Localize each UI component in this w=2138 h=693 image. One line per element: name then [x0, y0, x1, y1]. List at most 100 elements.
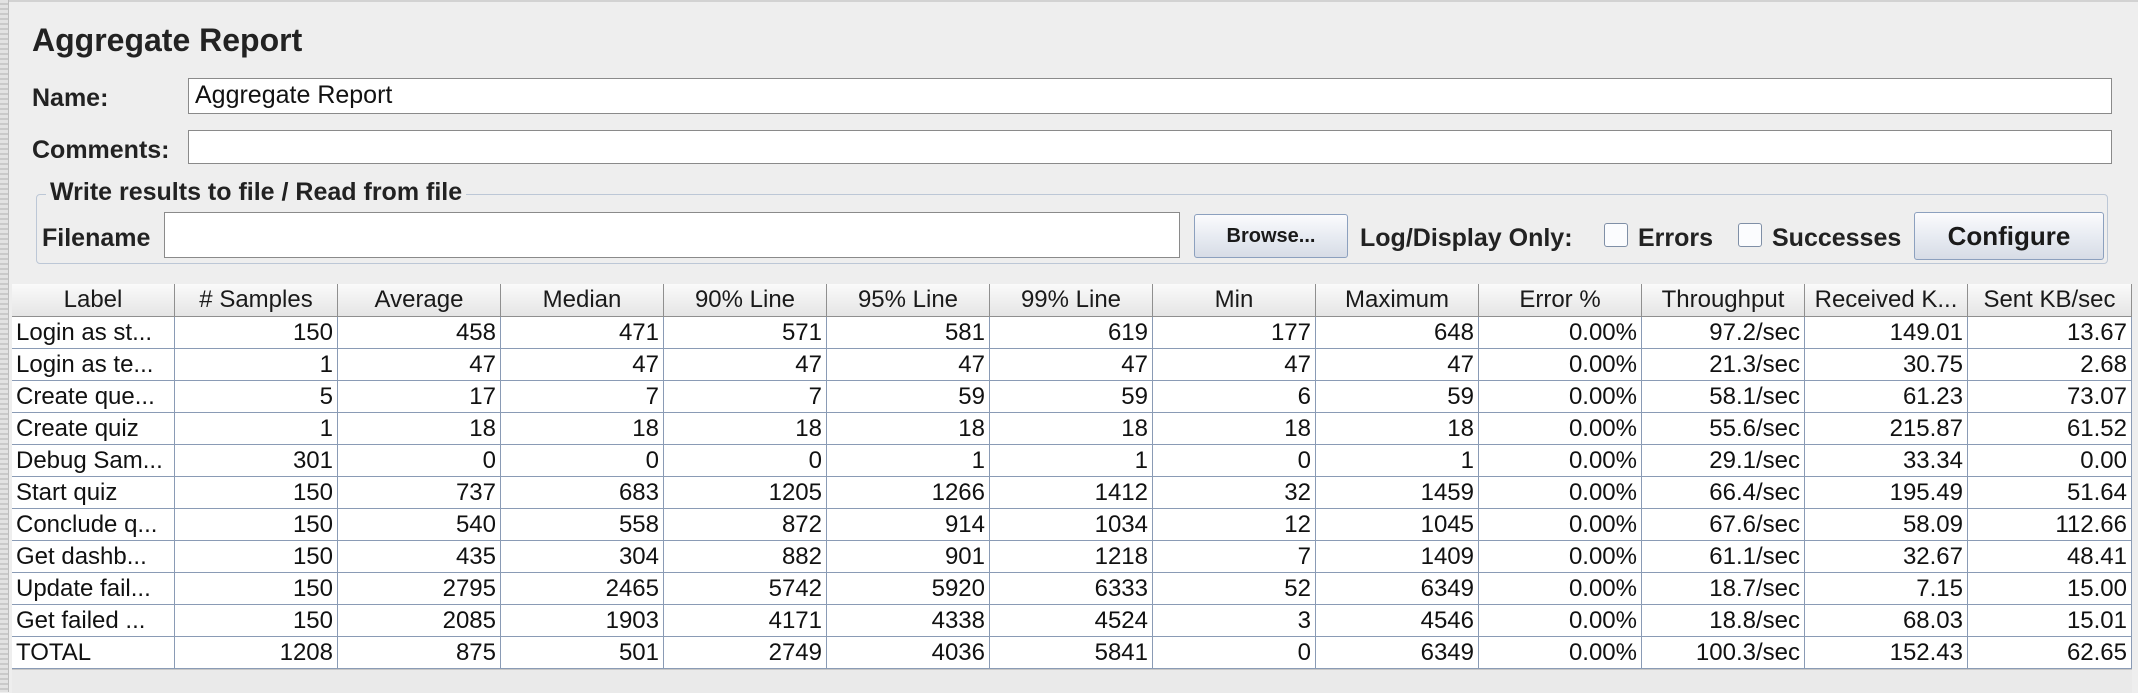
- table-row[interactable]: TOTAL 1208 875 501 2749 4036 5841 0 6349 0.00% 100…: [12, 637, 2132, 669]
- comments-field[interactable]: [188, 130, 2112, 164]
- filename-field[interactable]: [164, 212, 1180, 258]
- table-cell: 150: [175, 317, 338, 349]
- table-cell: 1459: [1316, 477, 1479, 509]
- table-cell: 18: [827, 413, 990, 445]
- table-row[interactable]: Start quiz 150 737 683 1205 1266 1412 32 1459 0.0…: [12, 477, 2132, 509]
- column-header[interactable]: Label: [12, 284, 175, 317]
- table-cell: 648: [1316, 317, 1479, 349]
- table-cell: 2795: [338, 573, 501, 605]
- table-cell: 18: [1153, 413, 1316, 445]
- table-cell: 47: [338, 349, 501, 381]
- table-cell: 150: [175, 541, 338, 573]
- table-cell: 558: [501, 509, 664, 541]
- table-cell: 152.43: [1805, 637, 1968, 669]
- table-cell: 2085: [338, 605, 501, 637]
- comments-label: Comments:: [32, 136, 170, 164]
- table-body: Login as st... 150 458 471 571 581 619 177 648 0.…: [12, 317, 2132, 669]
- table-row[interactable]: Login as st... 150 458 471 571 581 619 177 648 0.…: [12, 317, 2132, 349]
- table-cell: 0.00%: [1479, 445, 1642, 477]
- row-label-cell: Start quiz: [12, 477, 175, 509]
- table-cell: 1205: [664, 477, 827, 509]
- splitter-handle[interactable]: [0, 0, 9, 692]
- filename-label: Filename: [42, 224, 151, 252]
- table-cell: 73.07: [1968, 381, 2132, 413]
- file-section-title: Write results to file / Read from file: [46, 178, 467, 207]
- successes-checkbox[interactable]: [1738, 223, 1762, 247]
- table-cell: 32: [1153, 477, 1316, 509]
- table-cell: 13.67: [1968, 317, 2132, 349]
- browse-button[interactable]: Browse...: [1194, 214, 1348, 258]
- table-row[interactable]: Create que... 5 17 7 7 59 59 6 59 0.00% 58.1/sec 61…: [12, 381, 2132, 413]
- table-cell: 4338: [827, 605, 990, 637]
- table-cell: 100.3/sec: [1642, 637, 1805, 669]
- table-cell: 872: [664, 509, 827, 541]
- table-cell: 882: [664, 541, 827, 573]
- table-cell: 0.00%: [1479, 573, 1642, 605]
- column-header[interactable]: # Samples: [175, 284, 338, 317]
- column-header[interactable]: Average: [338, 284, 501, 317]
- table-cell: 1: [1316, 445, 1479, 477]
- table-cell: 18.7/sec: [1642, 573, 1805, 605]
- table-cell: 501: [501, 637, 664, 669]
- column-header[interactable]: Received K...: [1805, 284, 1968, 317]
- table-row[interactable]: Create quiz 1 18 18 18 18 18 18 18 0.00% 55.6/sec 2…: [12, 413, 2132, 445]
- table-cell: 0: [1153, 445, 1316, 477]
- row-label-cell: Get failed ...: [12, 605, 175, 637]
- column-header[interactable]: 90% Line: [664, 284, 827, 317]
- table-cell: 1412: [990, 477, 1153, 509]
- row-label-cell: Login as te...: [12, 349, 175, 381]
- table-cell: 4546: [1316, 605, 1479, 637]
- table-cell: 47: [1316, 349, 1479, 381]
- table-cell: 18: [990, 413, 1153, 445]
- table-cell: 62.65: [1968, 637, 2132, 669]
- errors-checkbox[interactable]: [1604, 223, 1628, 247]
- log-display-label: Log/Display Only:: [1360, 224, 1573, 252]
- table-cell: 47: [501, 349, 664, 381]
- table-row[interactable]: Get dashb... 150 435 304 882 901 1218 7 1409 0.00…: [12, 541, 2132, 573]
- table-cell: 18.8/sec: [1642, 605, 1805, 637]
- table-cell: 301: [175, 445, 338, 477]
- table-row[interactable]: Get failed ... 150 2085 1903 4171 4338 4524 3 45…: [12, 605, 2132, 637]
- table-cell: 149.01: [1805, 317, 1968, 349]
- table-header: Label # Samples Average Median 90% Line 95% L…: [12, 284, 2132, 317]
- table-cell: 15.01: [1968, 605, 2132, 637]
- table-cell: 52: [1153, 573, 1316, 605]
- table-cell: 29.1/sec: [1642, 445, 1805, 477]
- table-row[interactable]: Conclude q... 150 540 558 872 914 1034 12 1045 0.…: [12, 509, 2132, 541]
- table-cell: 0.00: [1968, 445, 2132, 477]
- table-cell: 18: [1316, 413, 1479, 445]
- column-header[interactable]: 99% Line: [990, 284, 1153, 317]
- table-cell: 7: [501, 381, 664, 413]
- table-cell: 304: [501, 541, 664, 573]
- column-header[interactable]: Error %: [1479, 284, 1642, 317]
- table-cell: 112.66: [1968, 509, 2132, 541]
- table-row[interactable]: Login as te... 1 47 47 47 47 47 47 47 0.00% 21.3/s…: [12, 349, 2132, 381]
- table-cell: 3: [1153, 605, 1316, 637]
- table-row[interactable]: Update fail... 150 2795 2465 5742 5920 6333 52 6…: [12, 573, 2132, 605]
- table-cell: 1: [175, 413, 338, 445]
- column-header[interactable]: Median: [501, 284, 664, 317]
- column-header[interactable]: Throughput: [1642, 284, 1805, 317]
- table-cell: 61.23: [1805, 381, 1968, 413]
- table-cell: 150: [175, 509, 338, 541]
- table-cell: 6349: [1316, 573, 1479, 605]
- column-header[interactable]: 95% Line: [827, 284, 990, 317]
- table-cell: 18: [664, 413, 827, 445]
- table-cell: 571: [664, 317, 827, 349]
- table-cell: 683: [501, 477, 664, 509]
- table-cell: 0: [338, 445, 501, 477]
- table-cell: 177: [1153, 317, 1316, 349]
- table-row[interactable]: Debug Sam... 301 0 0 0 1 1 0 1 0.00% 29.1/sec 33.34…: [12, 445, 2132, 477]
- configure-button[interactable]: Configure: [1914, 212, 2104, 260]
- row-label-cell: Login as st...: [12, 317, 175, 349]
- table-cell: 195.49: [1805, 477, 1968, 509]
- name-field[interactable]: Aggregate Report: [188, 78, 2112, 114]
- table-cell: 47: [664, 349, 827, 381]
- table-cell: 5920: [827, 573, 990, 605]
- table-cell: 1409: [1316, 541, 1479, 573]
- table-cell: 0.00%: [1479, 413, 1642, 445]
- column-header[interactable]: Maximum: [1316, 284, 1479, 317]
- table-cell: 61.52: [1968, 413, 2132, 445]
- column-header[interactable]: Sent KB/sec: [1968, 284, 2132, 317]
- column-header[interactable]: Min: [1153, 284, 1316, 317]
